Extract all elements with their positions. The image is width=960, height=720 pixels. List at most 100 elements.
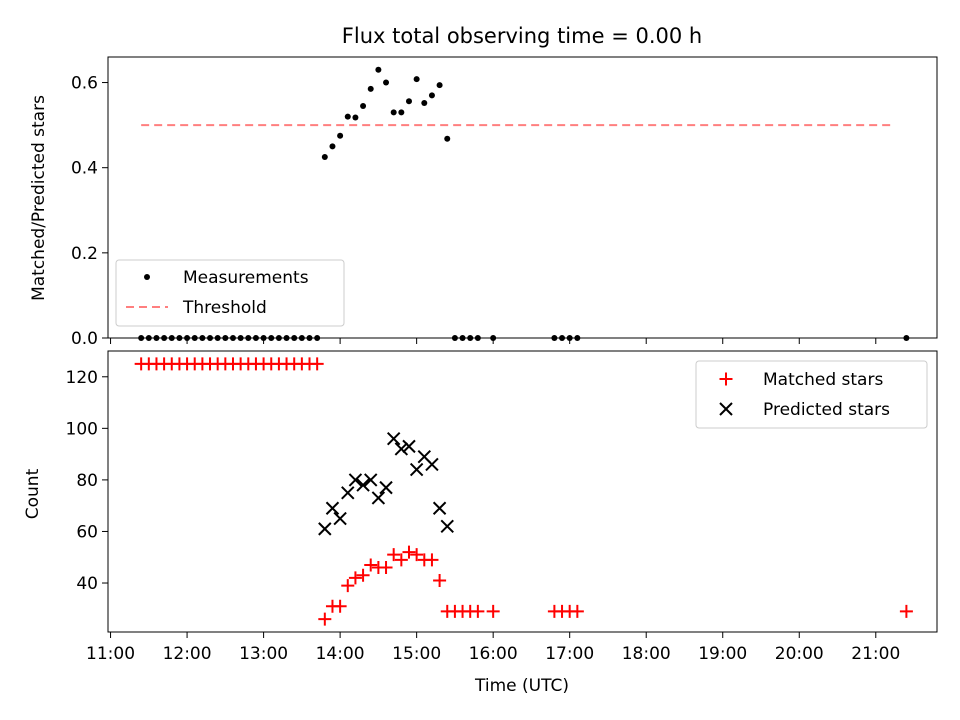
point-measurements [298, 335, 305, 341]
top-plot-marks [138, 66, 910, 341]
point-predicted-stars [394, 442, 409, 456]
point-measurements [161, 335, 168, 341]
point-measurements [237, 335, 244, 341]
point-measurements [168, 335, 175, 341]
point-measurements [574, 335, 581, 341]
bottom-x-axis-label: Time (UTC) [474, 676, 569, 696]
point-predicted-stars [341, 486, 355, 500]
point-matched-stars [570, 604, 584, 618]
point-measurements [252, 335, 259, 341]
point-measurements [421, 99, 428, 106]
bottom-y-tick-label: 60 [76, 522, 98, 542]
legend-marker-matched-stars [719, 372, 733, 386]
point-measurements [360, 102, 367, 109]
point-matched-stars [471, 604, 485, 618]
point-measurements [229, 335, 236, 341]
point-predicted-stars [440, 519, 454, 534]
point-measurements [207, 335, 214, 341]
point-measurements [428, 92, 435, 99]
point-measurements [283, 335, 290, 341]
top-chart-title: Flux total observing time = 0.00 h [342, 24, 702, 48]
bottom-x-tick-label: 20:00 [775, 644, 824, 664]
point-measurements [153, 335, 160, 341]
point-predicted-stars [348, 473, 363, 487]
point-matched-stars [318, 612, 332, 626]
point-matched-stars [364, 558, 378, 572]
point-measurements [390, 109, 397, 116]
point-predicted-stars [325, 501, 340, 515]
point-matched-stars [310, 357, 324, 371]
point-matched-stars [486, 604, 500, 618]
top-panel: Flux total observing time = 0.00 h 0.0 0.… [29, 24, 938, 349]
top-legend-box [115, 259, 345, 327]
point-measurements [138, 335, 145, 341]
point-matched-stars [387, 548, 401, 562]
point-measurements [566, 335, 573, 341]
point-measurements [337, 132, 344, 139]
point-measurements [383, 79, 390, 86]
point-predicted-stars [379, 480, 393, 495]
point-measurements [367, 85, 374, 92]
bottom-y-tick-label: 40 [76, 574, 98, 594]
point-measurements [559, 335, 566, 341]
point-predicted-stars [364, 473, 378, 487]
point-measurements [436, 82, 443, 89]
point-matched-stars [356, 568, 370, 582]
bottom-y-tick-label: 100 [66, 419, 98, 439]
point-measurements [329, 143, 336, 150]
bottom-x-tick-label: 15:00 [392, 644, 441, 664]
legend-label-matched-stars: Matched stars [763, 370, 883, 390]
point-measurements [268, 335, 275, 341]
point-measurements [314, 335, 321, 341]
top-legend: Measurements Threshold [115, 259, 345, 327]
legend-marker-predicted-stars [719, 402, 733, 416]
bottom-x-tick-label: 17:00 [545, 644, 594, 664]
bottom-x-tick-label: 12:00 [163, 644, 212, 664]
point-measurements [291, 335, 298, 341]
point-predicted-stars [409, 462, 424, 477]
top-y-tick-label: 0.4 [71, 159, 98, 179]
point-predicted-stars [356, 478, 370, 492]
point-measurements [184, 335, 191, 341]
point-measurements [145, 335, 152, 341]
bottom-y-tick-label: 80 [76, 471, 98, 491]
point-measurements [352, 114, 359, 121]
point-measurements [191, 335, 198, 341]
point-matched-stars [341, 579, 355, 593]
point-measurements [222, 335, 229, 341]
point-measurements [176, 335, 183, 341]
point-predicted-stars [371, 491, 386, 505]
point-measurements [375, 66, 382, 73]
bottom-legend-box [695, 360, 928, 429]
top-y-tick-label: 0.0 [71, 329, 98, 349]
top-y-axis: 0.0 0.2 0.4 0.6 [71, 74, 108, 349]
point-measurements [405, 98, 412, 105]
point-predicted-stars [432, 501, 447, 515]
point-measurements [459, 335, 466, 341]
bottom-y-axis: 40 60 80 100 120 [66, 368, 108, 594]
legend-marker-measurements [144, 274, 150, 280]
bottom-x-axis: 11:00 12:00 13:00 14:00 15:00 16:00 17:00 18:00… [86, 632, 900, 664]
top-y-tick-label: 0.2 [71, 244, 98, 264]
point-measurements [214, 335, 221, 341]
point-measurements [398, 109, 405, 116]
point-measurements [413, 76, 420, 83]
point-measurements [275, 335, 282, 341]
point-measurements [903, 335, 910, 341]
point-matched-stars [348, 571, 362, 585]
point-measurements [321, 154, 328, 161]
bottom-legend: Matched stars Predicted stars [695, 360, 928, 429]
point-measurements [551, 335, 558, 341]
bottom-x-tick-label: 13:00 [239, 644, 288, 664]
bottom-y-tick-label: 120 [66, 368, 98, 388]
legend-label-threshold: Threshold [182, 298, 267, 318]
point-measurements [245, 335, 252, 341]
point-matched-stars [433, 573, 447, 587]
point-matched-stars [425, 553, 439, 567]
top-plot-area [107, 56, 938, 339]
point-matched-stars [410, 548, 424, 562]
point-matched-stars [402, 545, 416, 559]
legend-label-measurements: Measurements [183, 268, 309, 288]
point-measurements [199, 335, 206, 341]
